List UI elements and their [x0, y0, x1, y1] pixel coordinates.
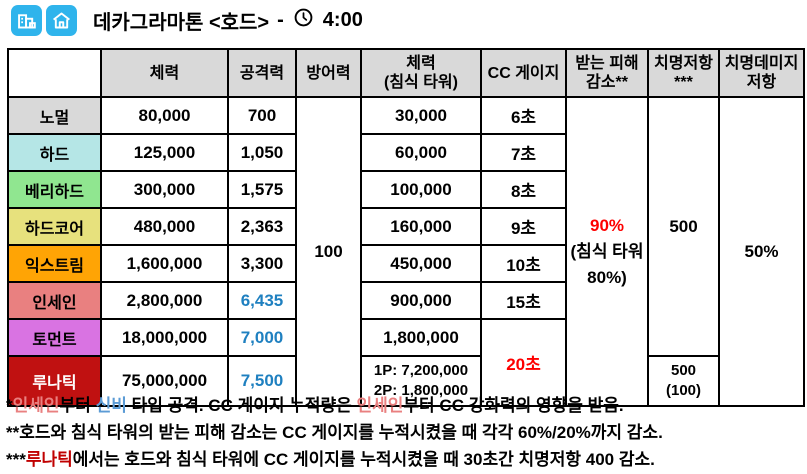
footnote-1: *인세인부터 신비 타입 공격. CC 게이지 누적량은 인세인부터 CC 강화…: [6, 396, 624, 415]
attack-cell: 3,300: [227, 244, 297, 283]
tower-hp-cell: 160,000: [360, 207, 482, 246]
crit-resist-merged-cell: 500: [647, 96, 720, 357]
cc-gauge-cell: 8초: [480, 170, 567, 209]
attack-cell: 1,050: [227, 133, 297, 172]
hp-cell: 75,000,000: [100, 355, 229, 407]
row-extreme: 익스트림 1,600,000 3,300 450,000 10초: [7, 244, 804, 283]
house-icon[interactable]: [46, 5, 77, 36]
buildings-icon[interactable]: [11, 5, 42, 36]
col-header-crit-resist: 치명저항 ***: [647, 48, 720, 98]
row-veryhard: 베리하드 300,000 1,575 100,000 8초: [7, 170, 804, 209]
tower-hp-cell: 900,000: [360, 281, 482, 320]
hp-cell: 125,000: [100, 133, 229, 172]
crit-damage-resist-merged-cell: 50%: [718, 96, 805, 407]
attack-cell: 1,575: [227, 170, 297, 209]
attack-cell: 2,363: [227, 207, 297, 246]
row-label: 노멀: [7, 96, 102, 135]
cc-gauge-cell: 9초: [480, 207, 567, 246]
page-title: 데카그라마톤 <호드> - 4:00: [93, 6, 363, 35]
tower-hp-cell: 1P: 7,200,000 2P: 1,800,000: [360, 355, 482, 407]
title-dash: -: [277, 9, 284, 31]
tower-hp-cell: 450,000: [360, 244, 482, 283]
row-lunatic: 루나틱 75,000,000 7,500 1P: 7,200,000 2P: 1…: [7, 355, 804, 407]
insane-highlight: 인세인: [12, 396, 60, 415]
row-label: 인세인: [7, 281, 102, 320]
hp-cell: 480,000: [100, 207, 229, 246]
row-insane: 인세인 2,800,000 6,435 900,000 15초: [7, 281, 804, 320]
insane-highlight: 인세인: [356, 396, 404, 415]
row-torment: 토먼트 18,000,000 7,000 1,800,000 20초: [7, 318, 804, 407]
defense-merged-cell: 100: [295, 96, 362, 407]
col-header-hp: 체력: [100, 48, 229, 98]
hp-cell: 300,000: [100, 170, 229, 209]
col-header-attack: 공격력: [227, 48, 297, 98]
difficulty-stats-table: 체력 공격력 방어력 체력 (침식 타워) CC 게이지 받는 피해 감소** …: [7, 48, 805, 407]
col-header-cc-gauge: CC 게이지: [480, 48, 567, 98]
mystic-highlight: 신비: [95, 396, 127, 415]
row-label: 익스트림: [7, 244, 102, 283]
title-text: 데카그라마톤 <호드>: [93, 12, 270, 34]
page-header: 데카그라마톤 <호드> - 4:00: [11, 5, 363, 36]
attack-cell: 6,435: [227, 281, 297, 320]
hp-cell: 18,000,000: [100, 318, 229, 357]
row-label: 하드코어: [7, 207, 102, 246]
cc-gauge-cell: 15초: [480, 281, 567, 320]
footnote-3: ***루나틱에서는 호드와 침식 타워에 CC 게이지를 누적시켰을 때 30초…: [6, 450, 655, 469]
crit-resist-lunatic-cell: 500 (100): [647, 355, 720, 407]
attack-cell: 700: [227, 96, 297, 135]
cc-gauge-cell: 6초: [480, 96, 567, 135]
lunatic-highlight: 루나틱: [25, 450, 73, 469]
clock-icon: [294, 8, 313, 33]
col-header-damage-reduction: 받는 피해 감소**: [565, 48, 649, 98]
tower-hp-cell: 100,000: [360, 170, 482, 209]
attack-cell: 7,500: [227, 355, 297, 407]
row-hardcore: 하드코어 480,000 2,363 160,000 9초: [7, 207, 804, 246]
footnotes: *인세인부터 신비 타입 공격. CC 게이지 누적량은 인세인부터 CC 강화…: [6, 392, 663, 473]
row-label: 토먼트: [7, 318, 102, 357]
cc-gauge-merged-cell: 20초: [480, 318, 567, 407]
row-label: 루나틱: [7, 355, 102, 407]
title-time: 4:00: [322, 9, 363, 31]
damage-reduction-merged-cell: 90% (침식 타워 80%): [565, 96, 649, 407]
hp-cell: 2,800,000: [100, 281, 229, 320]
col-header-defense: 방어력: [295, 48, 362, 98]
row-label: 하드: [7, 133, 102, 172]
corner-cell: [7, 48, 102, 98]
attack-cell: 7,000: [227, 318, 297, 357]
cc-gauge-cell: 7초: [480, 133, 567, 172]
hp-cell: 80,000: [100, 96, 229, 135]
row-normal: 노멀 80,000 700 100 30,000 6초 90% (침식 타워 8…: [7, 96, 805, 407]
col-header-crit-damage-resist: 치명데미지 저항: [718, 48, 805, 98]
tower-hp-cell: 60,000: [360, 133, 482, 172]
cc-gauge-cell: 10초: [480, 244, 567, 283]
header-row: 체력 공격력 방어력 체력 (침식 타워) CC 게이지 받는 피해 감소** …: [7, 48, 805, 98]
col-header-tower-hp: 체력 (침식 타워): [360, 48, 482, 98]
footnote-2: **호드와 침식 타워의 받는 피해 감소는 CC 게이지를 누적시켰을 때 각…: [6, 423, 663, 442]
tower-hp-cell: 1,800,000: [360, 318, 482, 357]
hp-cell: 1,600,000: [100, 244, 229, 283]
tower-hp-cell: 30,000: [360, 96, 482, 135]
row-label: 베리하드: [7, 170, 102, 209]
row-hard: 하드 125,000 1,050 60,000 7초: [7, 133, 804, 172]
